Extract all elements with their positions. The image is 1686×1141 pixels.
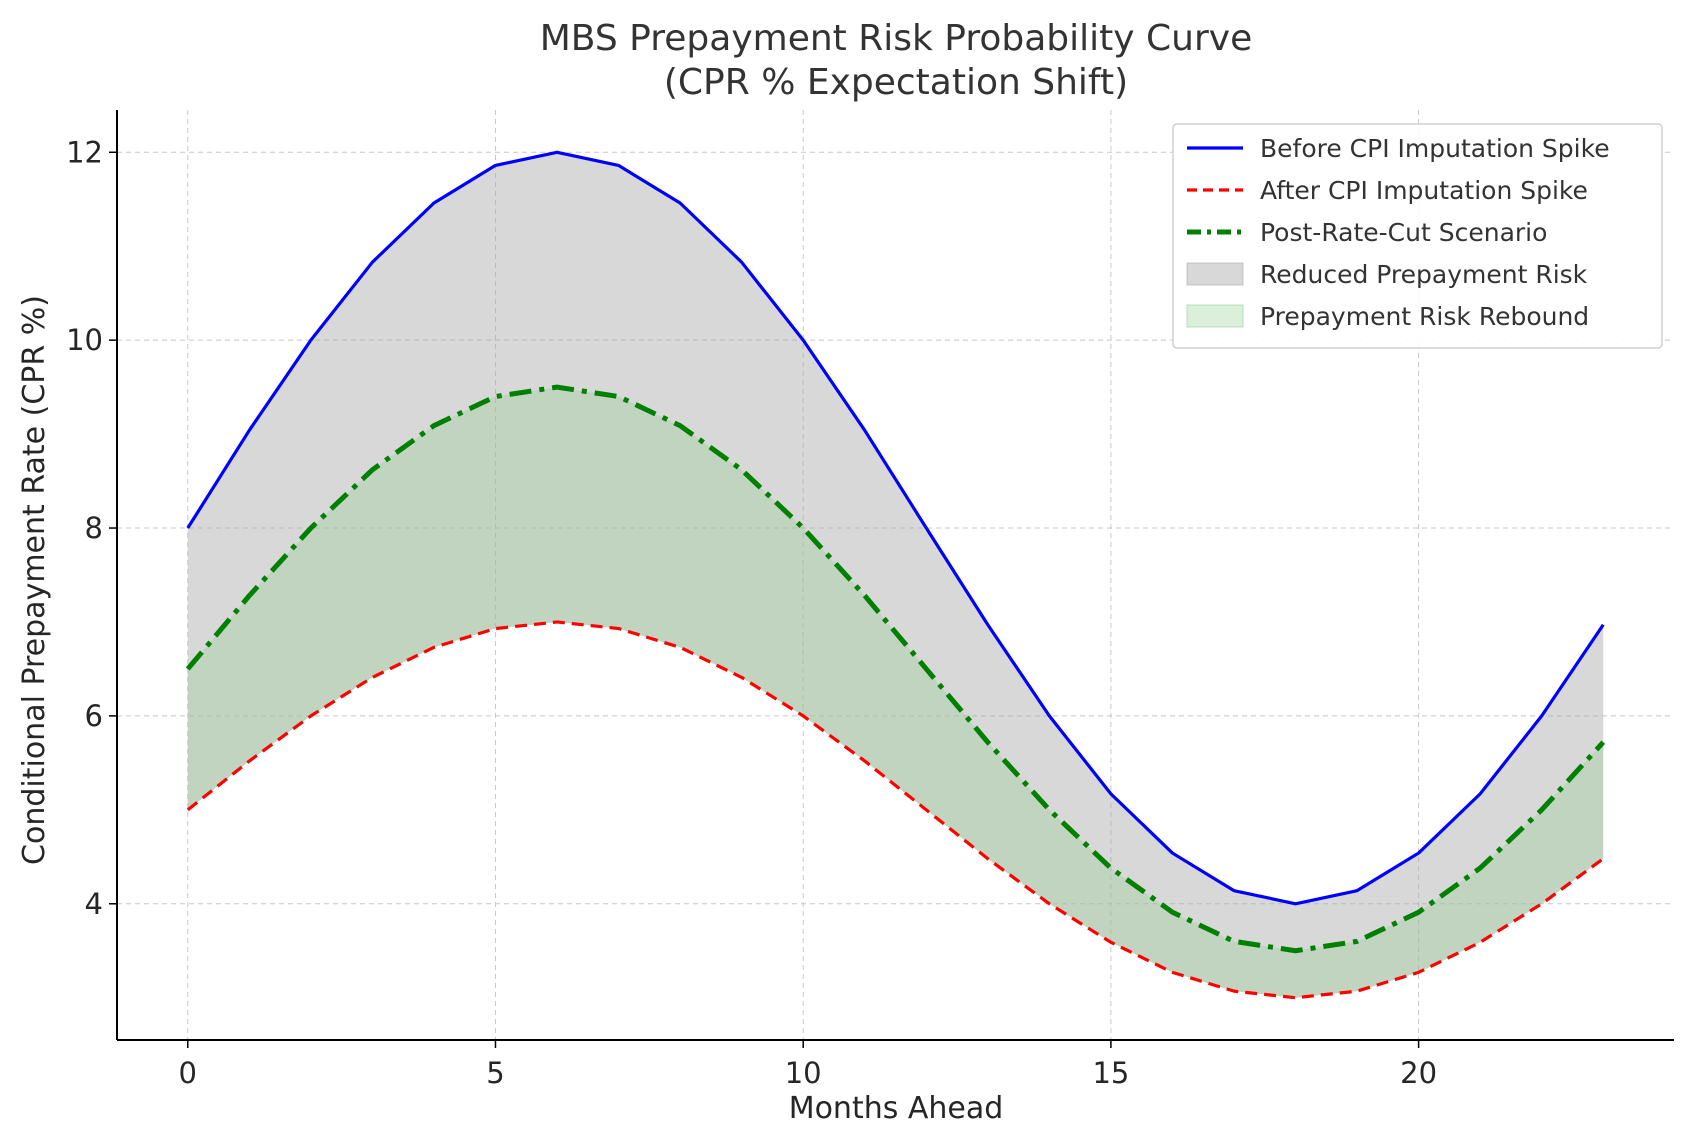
series-layer [185, 150, 1606, 1000]
y-tick-label: 8 [85, 511, 103, 545]
x-tick-label: 20 [1400, 1056, 1437, 1090]
y-axis-label: Conditional Prepayment Rate (CPR %) [17, 295, 52, 865]
x-tick-label: 0 [179, 1056, 197, 1090]
chart-subtitle: (CPR % Expectation Shift) [664, 62, 1128, 103]
fill-layer [187, 152, 1604, 998]
y-tick-label: 10 [66, 323, 103, 357]
y-tick-label: 12 [66, 135, 103, 169]
axes-layer [116, 110, 1674, 1041]
series-line-after-cpi-imputation-spike [186, 620, 1605, 1000]
legend-swatch [1186, 262, 1244, 286]
legend-label: Post-Rate-Cut Scenario [1260, 218, 1547, 247]
series-line-before-cpi-imputation-spike [186, 150, 1605, 906]
series-line-post-rate-cut-scenario [185, 384, 1606, 954]
legend-box [1172, 123, 1663, 349]
tick-layer: 0 5 10 15 20 4 6 8 10 12 [66, 135, 1437, 1090]
x-tick-label: 5 [486, 1056, 504, 1090]
legend-label: After CPI Imputation Spike [1260, 176, 1588, 205]
legend-label: Reduced Prepayment Risk [1260, 260, 1588, 289]
legend-swatch [1186, 304, 1244, 328]
x-tick-label: 10 [785, 1056, 822, 1090]
y-tick-label: 6 [85, 699, 103, 733]
chart-title: MBS Prepayment Risk Probability Curve [540, 18, 1252, 59]
x-tick-label: 15 [1092, 1056, 1129, 1090]
title-group: MBS Prepayment Risk Probability Curve (C… [540, 18, 1252, 103]
legend-label: Prepayment Risk Rebound [1260, 302, 1589, 331]
fill-reduced-prepayment-risk [187, 152, 1604, 998]
fill-prepayment-risk-rebound [187, 387, 1604, 998]
legend-label: Before CPI Imputation Spike [1260, 134, 1610, 163]
legend: Before CPI Imputation Spike After CPI Imp… [1172, 123, 1663, 349]
y-tick-label: 4 [85, 887, 103, 921]
x-axis-label: Months Ahead [789, 1091, 1004, 1126]
